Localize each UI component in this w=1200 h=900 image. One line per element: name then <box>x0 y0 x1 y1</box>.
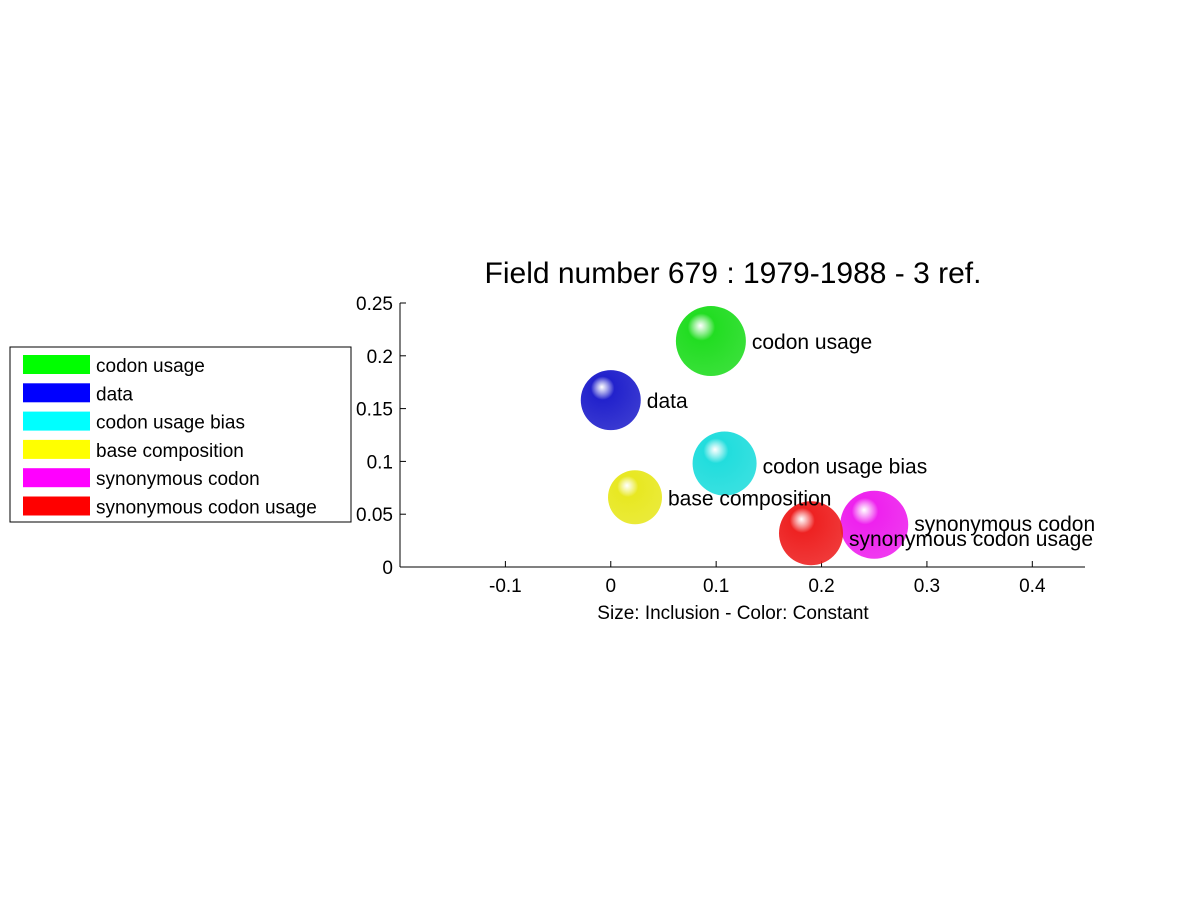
legend-swatch <box>23 496 90 516</box>
legend-box <box>9 346 352 523</box>
bubble-point <box>840 490 909 559</box>
x-tick-label: 0.4 <box>1019 576 1046 597</box>
legend-entry-label: synonymous codon <box>96 469 260 490</box>
axes <box>399 303 1085 568</box>
y-tick-label: 0 <box>382 558 393 579</box>
y-tick-label: 0.05 <box>356 505 393 526</box>
y-tick-label: 0.15 <box>356 400 393 421</box>
legend-swatch <box>23 383 90 403</box>
x-tick-label: -0.1 <box>489 576 522 597</box>
x-tick-label: 0 <box>605 576 616 597</box>
point-label: codon usage bias <box>763 456 928 479</box>
bubble-point <box>675 306 746 377</box>
legend-entry-label: synonymous codon usage <box>96 498 317 519</box>
legend-swatch <box>23 468 90 488</box>
point-label: base composition <box>668 487 831 510</box>
x-axis-label: Size: Inclusion - Color: Constant <box>597 603 869 624</box>
legend-swatch <box>23 439 90 459</box>
bubble-point <box>692 431 757 496</box>
bubbles <box>580 306 909 566</box>
legend: codon usage data codon usage bias base comp… <box>9 346 352 523</box>
point-labels: codon usage data codon usage bias base comp… <box>647 331 1095 551</box>
point-label: synonymous codon usage <box>849 528 1093 551</box>
bubble-point <box>608 470 663 525</box>
x-tick-label: 0.3 <box>914 576 940 597</box>
legend-entry-label: codon usage bias <box>96 413 245 434</box>
bubble-point <box>580 370 641 431</box>
y-tick-label: 0.1 <box>367 452 393 473</box>
legend-entry-label: base composition <box>96 441 244 462</box>
ticks: -0.1 0 0.1 0.2 0.3 0.4 0 0.05 0.1 0.15 0.2 0.25 <box>356 294 1046 597</box>
bubble-point <box>779 501 843 566</box>
x-tick-label: 0.2 <box>808 576 834 597</box>
point-label: synonymous codon <box>914 513 1095 536</box>
legend-entry-label: data <box>96 384 133 405</box>
point-label: data <box>647 390 688 413</box>
point-label: codon usage <box>752 331 872 354</box>
legend-swatch <box>23 411 90 431</box>
y-tick-label: 0.25 <box>356 294 393 315</box>
x-tick-label: 0.1 <box>703 576 729 597</box>
y-tick-label: 0.2 <box>367 347 393 368</box>
legend-entry-label: codon usage <box>96 356 205 377</box>
chart-title: Field number 679 : 1979-1988 - 3 ref. <box>485 257 982 290</box>
legend-swatch <box>23 355 90 374</box>
